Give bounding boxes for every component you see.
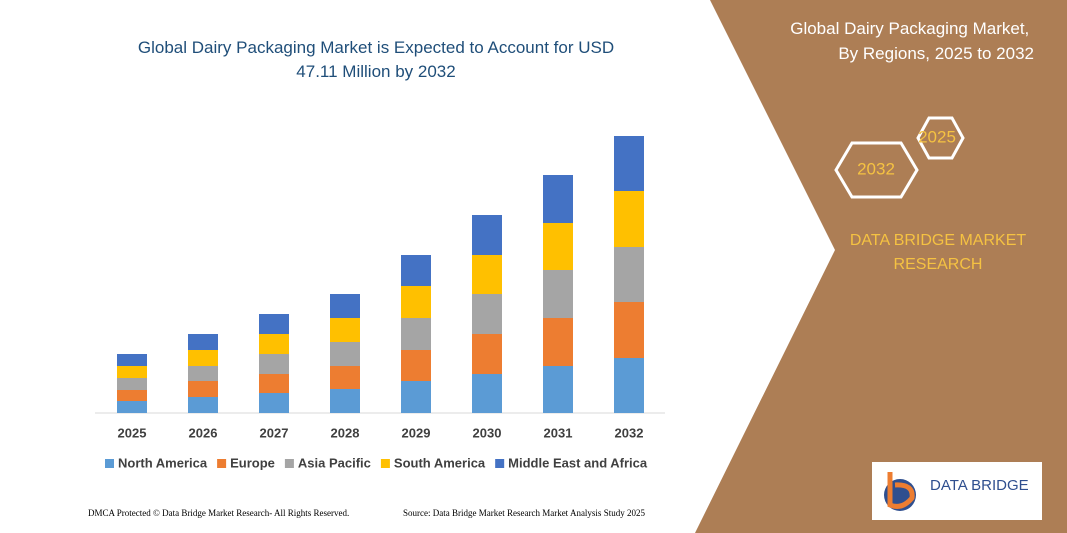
bar-segment	[614, 136, 644, 191]
legend-swatch	[105, 459, 114, 468]
bar-segment	[330, 342, 360, 366]
footer-right: Source: Data Bridge Market Research Mark…	[403, 508, 645, 518]
x-tick-label: 2029	[402, 425, 431, 440]
bar-segment	[472, 215, 502, 255]
bar-segment	[188, 397, 218, 413]
bar-segment	[401, 286, 431, 318]
bar-segment	[117, 390, 147, 401]
bar-segment	[259, 334, 289, 354]
legend-swatch	[380, 459, 390, 468]
chart-title: Global Dairy Packaging Market is Expecte…	[138, 38, 614, 81]
footer-left: DMCA Protected © Data Bridge Market Rese…	[88, 508, 349, 518]
bar-segment	[117, 354, 147, 366]
hexagon	[834, 141, 919, 199]
hexagon-label: 2025	[918, 127, 956, 146]
bar-segment	[543, 318, 573, 366]
bar-segment	[330, 318, 360, 342]
bar-segment	[330, 366, 360, 389]
legend-swatch	[495, 459, 505, 468]
bar-segment	[543, 223, 573, 270]
legend-swatch	[284, 459, 294, 468]
bar-segment	[330, 294, 360, 318]
hexagon	[916, 116, 965, 160]
side-panel	[695, 0, 1067, 533]
bar-segment	[543, 175, 573, 223]
hexagon-label: 2032	[857, 159, 895, 178]
bar-segment	[330, 389, 360, 413]
panel-title: Global Dairy Packaging Market, By Region…	[790, 19, 1034, 63]
bar-segment	[472, 294, 502, 334]
bar-segment	[117, 378, 147, 390]
x-tick-label: 2030	[473, 425, 502, 440]
legend-label: Europe	[230, 455, 275, 470]
bar-segment	[401, 350, 431, 381]
x-tick-label: 2028	[331, 425, 360, 440]
bar-segment	[117, 401, 147, 413]
logo-icon	[887, 472, 915, 509]
bar-segment	[614, 358, 644, 413]
x-tick-label: 2026	[189, 425, 218, 440]
x-tick-label: 2025	[118, 425, 147, 440]
bar-segment	[259, 393, 289, 413]
x-tick-label: 2032	[615, 425, 644, 440]
legend-swatch	[217, 459, 227, 468]
bar-segment	[401, 381, 431, 413]
bar-segment	[188, 350, 218, 366]
legend-label: Asia Pacific	[298, 455, 371, 470]
bar-segment	[614, 302, 644, 358]
legend-label: Middle East and Africa	[508, 455, 648, 470]
bar-segment	[614, 191, 644, 247]
bar-segment	[543, 270, 573, 318]
bar-segment	[188, 366, 218, 381]
bar-segment	[401, 255, 431, 286]
bar-segment	[543, 366, 573, 413]
bar-segment	[188, 381, 218, 397]
x-tick-label: 2027	[260, 425, 289, 440]
bar-segment	[259, 354, 289, 374]
bar-segment	[472, 255, 502, 294]
bar-segment	[259, 314, 289, 334]
logo-text: DATA BRIDGE	[930, 477, 1029, 494]
x-tick-label: 2031	[544, 425, 573, 440]
bar-segment	[259, 374, 289, 393]
bar-segment	[401, 318, 431, 350]
bar-segment	[117, 366, 147, 378]
legend-label: North America	[118, 455, 208, 470]
bar-segment	[188, 334, 218, 350]
brand-text: DATA BRIDGE MARKET RESEARCH	[850, 232, 1027, 273]
bar-segment	[472, 334, 502, 374]
bar-segment	[472, 374, 502, 413]
legend-label: South America	[394, 455, 486, 470]
bar-segment	[614, 247, 644, 302]
